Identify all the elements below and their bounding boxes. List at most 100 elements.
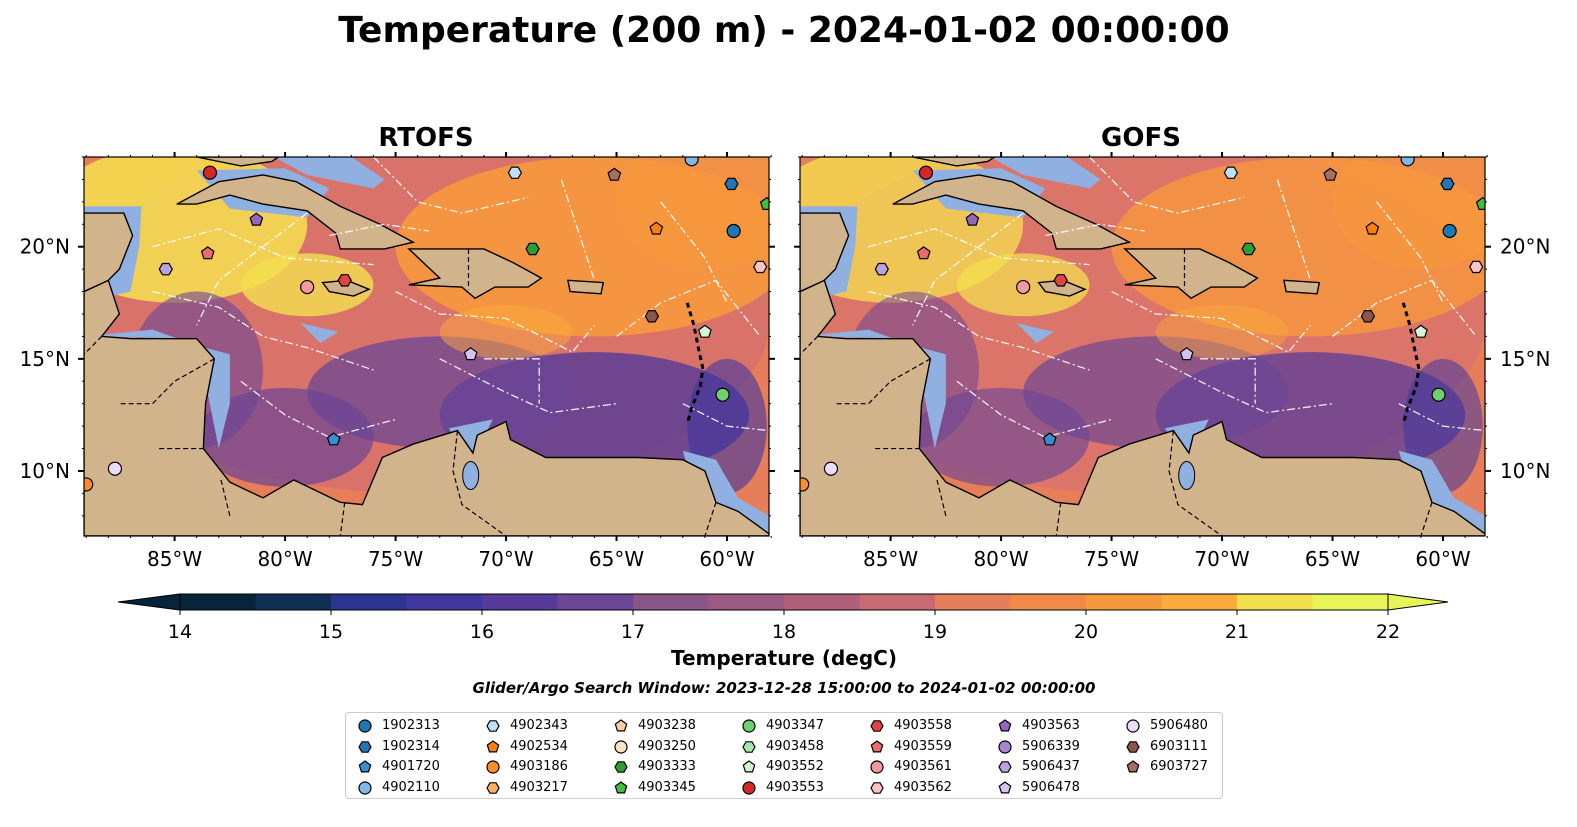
hexagon-marker-icon bbox=[358, 740, 372, 753]
legend-marker-4903333 bbox=[614, 761, 628, 773]
lat-tick-label: 10°N bbox=[20, 459, 70, 483]
float-marker-4903563 bbox=[965, 212, 980, 226]
hexagon-marker-icon bbox=[1126, 740, 1140, 753]
float-marker-4901720 bbox=[326, 432, 341, 446]
float-marker-6903727 bbox=[607, 167, 622, 181]
legend-label: 5906339 bbox=[1022, 738, 1080, 754]
float-marker-4903186 bbox=[800, 477, 810, 492]
temperature-field bbox=[84, 157, 769, 536]
legend-marker-4903458 bbox=[742, 740, 756, 753]
lat-tick-label: 20°N bbox=[20, 235, 70, 259]
legend-marker-6903727 bbox=[1126, 760, 1140, 773]
float-marker-5906480 bbox=[107, 461, 123, 476]
legend-marker-4902110 bbox=[358, 780, 372, 795]
panel-gofs: GOFS 85°W 80°W 75°W 70°W 65°W 60°W 20°N 15°N 10°… bbox=[794, 123, 1550, 571]
colorbar-tick-label: 18 bbox=[772, 621, 796, 643]
legend-marker-4903563 bbox=[998, 719, 1012, 732]
lon-tick-label: 70°W bbox=[478, 547, 533, 571]
hexagon-marker-icon bbox=[486, 781, 500, 794]
circle-marker-icon bbox=[614, 739, 628, 754]
legend-label: 4903217 bbox=[510, 779, 568, 795]
legend-marker-5906480 bbox=[1126, 719, 1140, 733]
colorbar-tick-label: 15 bbox=[319, 621, 343, 643]
colorbar-tick-label: 21 bbox=[1225, 621, 1249, 643]
float-marker-4903347 bbox=[715, 387, 730, 402]
lon-tick-label: 75°W bbox=[1084, 547, 1139, 571]
legend-marker-4903561 bbox=[870, 760, 884, 774]
panel-title-rtofs: RTOFS bbox=[378, 123, 473, 153]
legend-label: 1902314 bbox=[382, 738, 440, 754]
lon-tick-label: 85°W bbox=[863, 547, 918, 571]
float-markers bbox=[800, 157, 1500, 492]
float-marker-4903562 bbox=[753, 260, 768, 274]
legend-label: 1902313 bbox=[382, 718, 440, 733]
float-marker-4903558 bbox=[1053, 274, 1068, 287]
legend-marker-4903217 bbox=[486, 781, 500, 794]
land-mass bbox=[800, 157, 1485, 536]
legend-marker-5906478 bbox=[998, 780, 1012, 793]
circle-marker-icon bbox=[1126, 719, 1140, 733]
legend-label: 4903333 bbox=[638, 759, 696, 774]
hexagon-marker-icon bbox=[870, 781, 884, 794]
legend-marker-4903562 bbox=[870, 781, 884, 794]
legend-label: 4903563 bbox=[1022, 718, 1080, 733]
float-marker-6903111 bbox=[1360, 310, 1376, 323]
legend-marker-4903558 bbox=[870, 720, 884, 732]
legend-label: 4903553 bbox=[766, 779, 824, 795]
legend-marker-4903238 bbox=[614, 719, 628, 732]
hexagon-marker-icon bbox=[486, 720, 500, 732]
land-mass bbox=[84, 157, 769, 536]
circle-marker-icon bbox=[742, 719, 756, 733]
hexagon-marker-icon bbox=[998, 761, 1012, 773]
float-marker-4903561 bbox=[1016, 279, 1031, 295]
colorbar-tick-label: 19 bbox=[923, 621, 947, 643]
eez-boundaries bbox=[868, 157, 1485, 439]
hexagon-marker-icon bbox=[870, 720, 884, 732]
legend-marker-4903552 bbox=[742, 760, 756, 773]
colorbar-tick-label: 14 bbox=[168, 621, 192, 643]
legend-label: 4903186 bbox=[510, 759, 568, 774]
colorbar-label: Temperature (degC) bbox=[671, 646, 897, 670]
legend-label: 4903558 bbox=[894, 718, 952, 733]
legend-marker-4902343 bbox=[486, 720, 500, 732]
float-marker-4902110 bbox=[1400, 157, 1415, 167]
pentagon-marker-icon bbox=[1126, 760, 1140, 773]
lon-tick-label: 65°W bbox=[1305, 547, 1360, 571]
lon-tick-label: 85°W bbox=[147, 547, 202, 571]
float-marker-5906478 bbox=[463, 347, 478, 361]
float-marker-4903458 bbox=[771, 351, 784, 362]
float-marker-4903458 bbox=[1487, 351, 1500, 362]
float-marker-4903553 bbox=[202, 165, 218, 180]
pentagon-marker-icon bbox=[614, 719, 628, 732]
float-marker-1902314 bbox=[1440, 177, 1455, 191]
legend-marker-5906437 bbox=[998, 761, 1012, 773]
float-marker-1902314 bbox=[724, 177, 739, 191]
legend-marker-4903347 bbox=[742, 719, 756, 733]
lat-tick-label: 20°N bbox=[1500, 235, 1550, 259]
legend-label: 4903345 bbox=[638, 779, 696, 795]
map-frame bbox=[799, 156, 1486, 537]
map-gofs bbox=[800, 157, 1500, 536]
float-marker-5906480 bbox=[823, 461, 839, 476]
legend-label: 4903250 bbox=[638, 738, 696, 754]
pentagon-marker-icon bbox=[614, 780, 628, 793]
circle-marker-icon bbox=[742, 780, 756, 795]
float-marker-4903333 bbox=[525, 242, 540, 256]
legend-marker-4903345 bbox=[614, 780, 628, 793]
legend-label: 5906480 bbox=[1150, 718, 1208, 733]
float-marker-4903561 bbox=[300, 279, 315, 295]
circle-marker-icon bbox=[358, 719, 372, 733]
legend-label: 4903458 bbox=[766, 738, 824, 754]
legend-marker-6903111 bbox=[1126, 740, 1140, 753]
lon-tick-label: 60°W bbox=[1415, 547, 1470, 571]
map-rtofs bbox=[84, 157, 784, 536]
pentagon-marker-icon bbox=[870, 739, 884, 752]
lat-tick-label: 15°N bbox=[20, 347, 70, 371]
float-marker-1902313 bbox=[726, 223, 741, 239]
lon-tick-label: 80°W bbox=[973, 547, 1028, 571]
legend-marker-4901720 bbox=[358, 760, 372, 773]
legend-label: 4903559 bbox=[894, 738, 952, 754]
eez-boundaries bbox=[152, 157, 769, 439]
panel-rtofs: RTOFS 85°W 80°W 75°W 70°W 65°W 60°W 20°N 15°N 10… bbox=[20, 123, 784, 571]
lon-tick-label: 65°W bbox=[589, 547, 644, 571]
